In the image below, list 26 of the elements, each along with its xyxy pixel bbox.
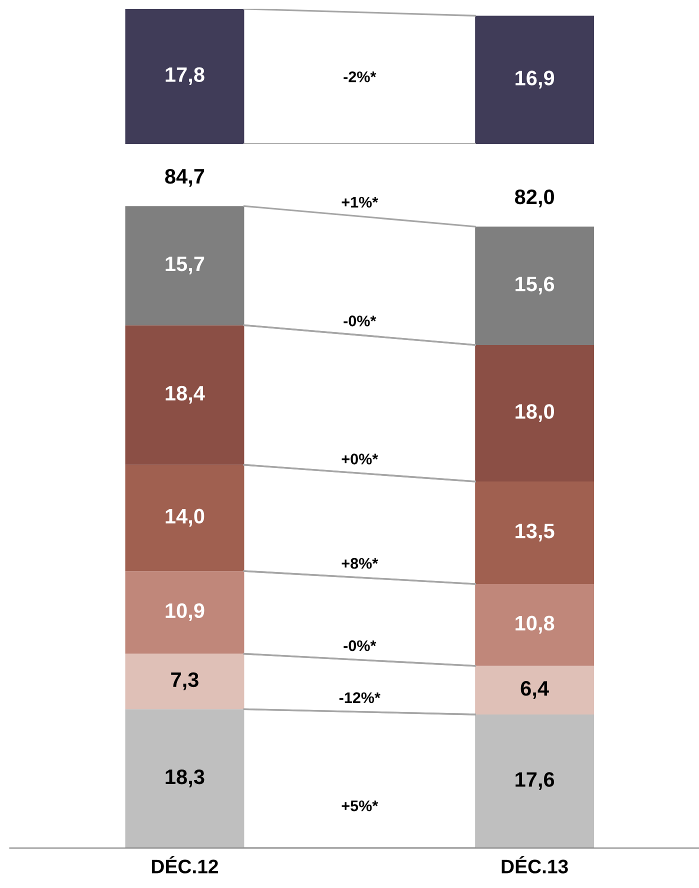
data-label: 10,9	[166, 603, 204, 622]
total-label: 84,7	[165, 168, 204, 187]
annotation: +0%*	[342, 454, 378, 464]
x-tick-label: DÉC.12	[152, 856, 218, 874]
annotation: +1%*	[342, 196, 378, 208]
data-label: 10,8	[516, 616, 554, 634]
annotation: -12%*	[339, 692, 380, 704]
data-label: 18,0	[516, 404, 554, 422]
x-tick-label: DÉC.13	[502, 856, 568, 874]
data-label: 14,0	[166, 508, 204, 527]
data-label: 15,7	[166, 256, 204, 274]
annotation: +5%*	[342, 800, 378, 812]
annotation: -0%*	[344, 640, 376, 652]
data-label: 6,4	[520, 681, 549, 699]
annotation: -0%*	[344, 316, 376, 326]
data-label: 17,8	[166, 67, 204, 86]
data-label: 7,3	[171, 672, 198, 690]
data-label: 18,3	[166, 769, 204, 788]
annotation: +8%*	[342, 558, 378, 569]
data-label: 15,6	[516, 276, 554, 294]
total-label: 82,0	[514, 189, 554, 208]
data-label: 13,5	[516, 524, 554, 542]
annotation: -2%*	[344, 71, 376, 82]
data-label: 18,4	[166, 386, 205, 404]
data-label: 16,9	[516, 70, 554, 88]
data-label: 17,6	[516, 772, 554, 790]
